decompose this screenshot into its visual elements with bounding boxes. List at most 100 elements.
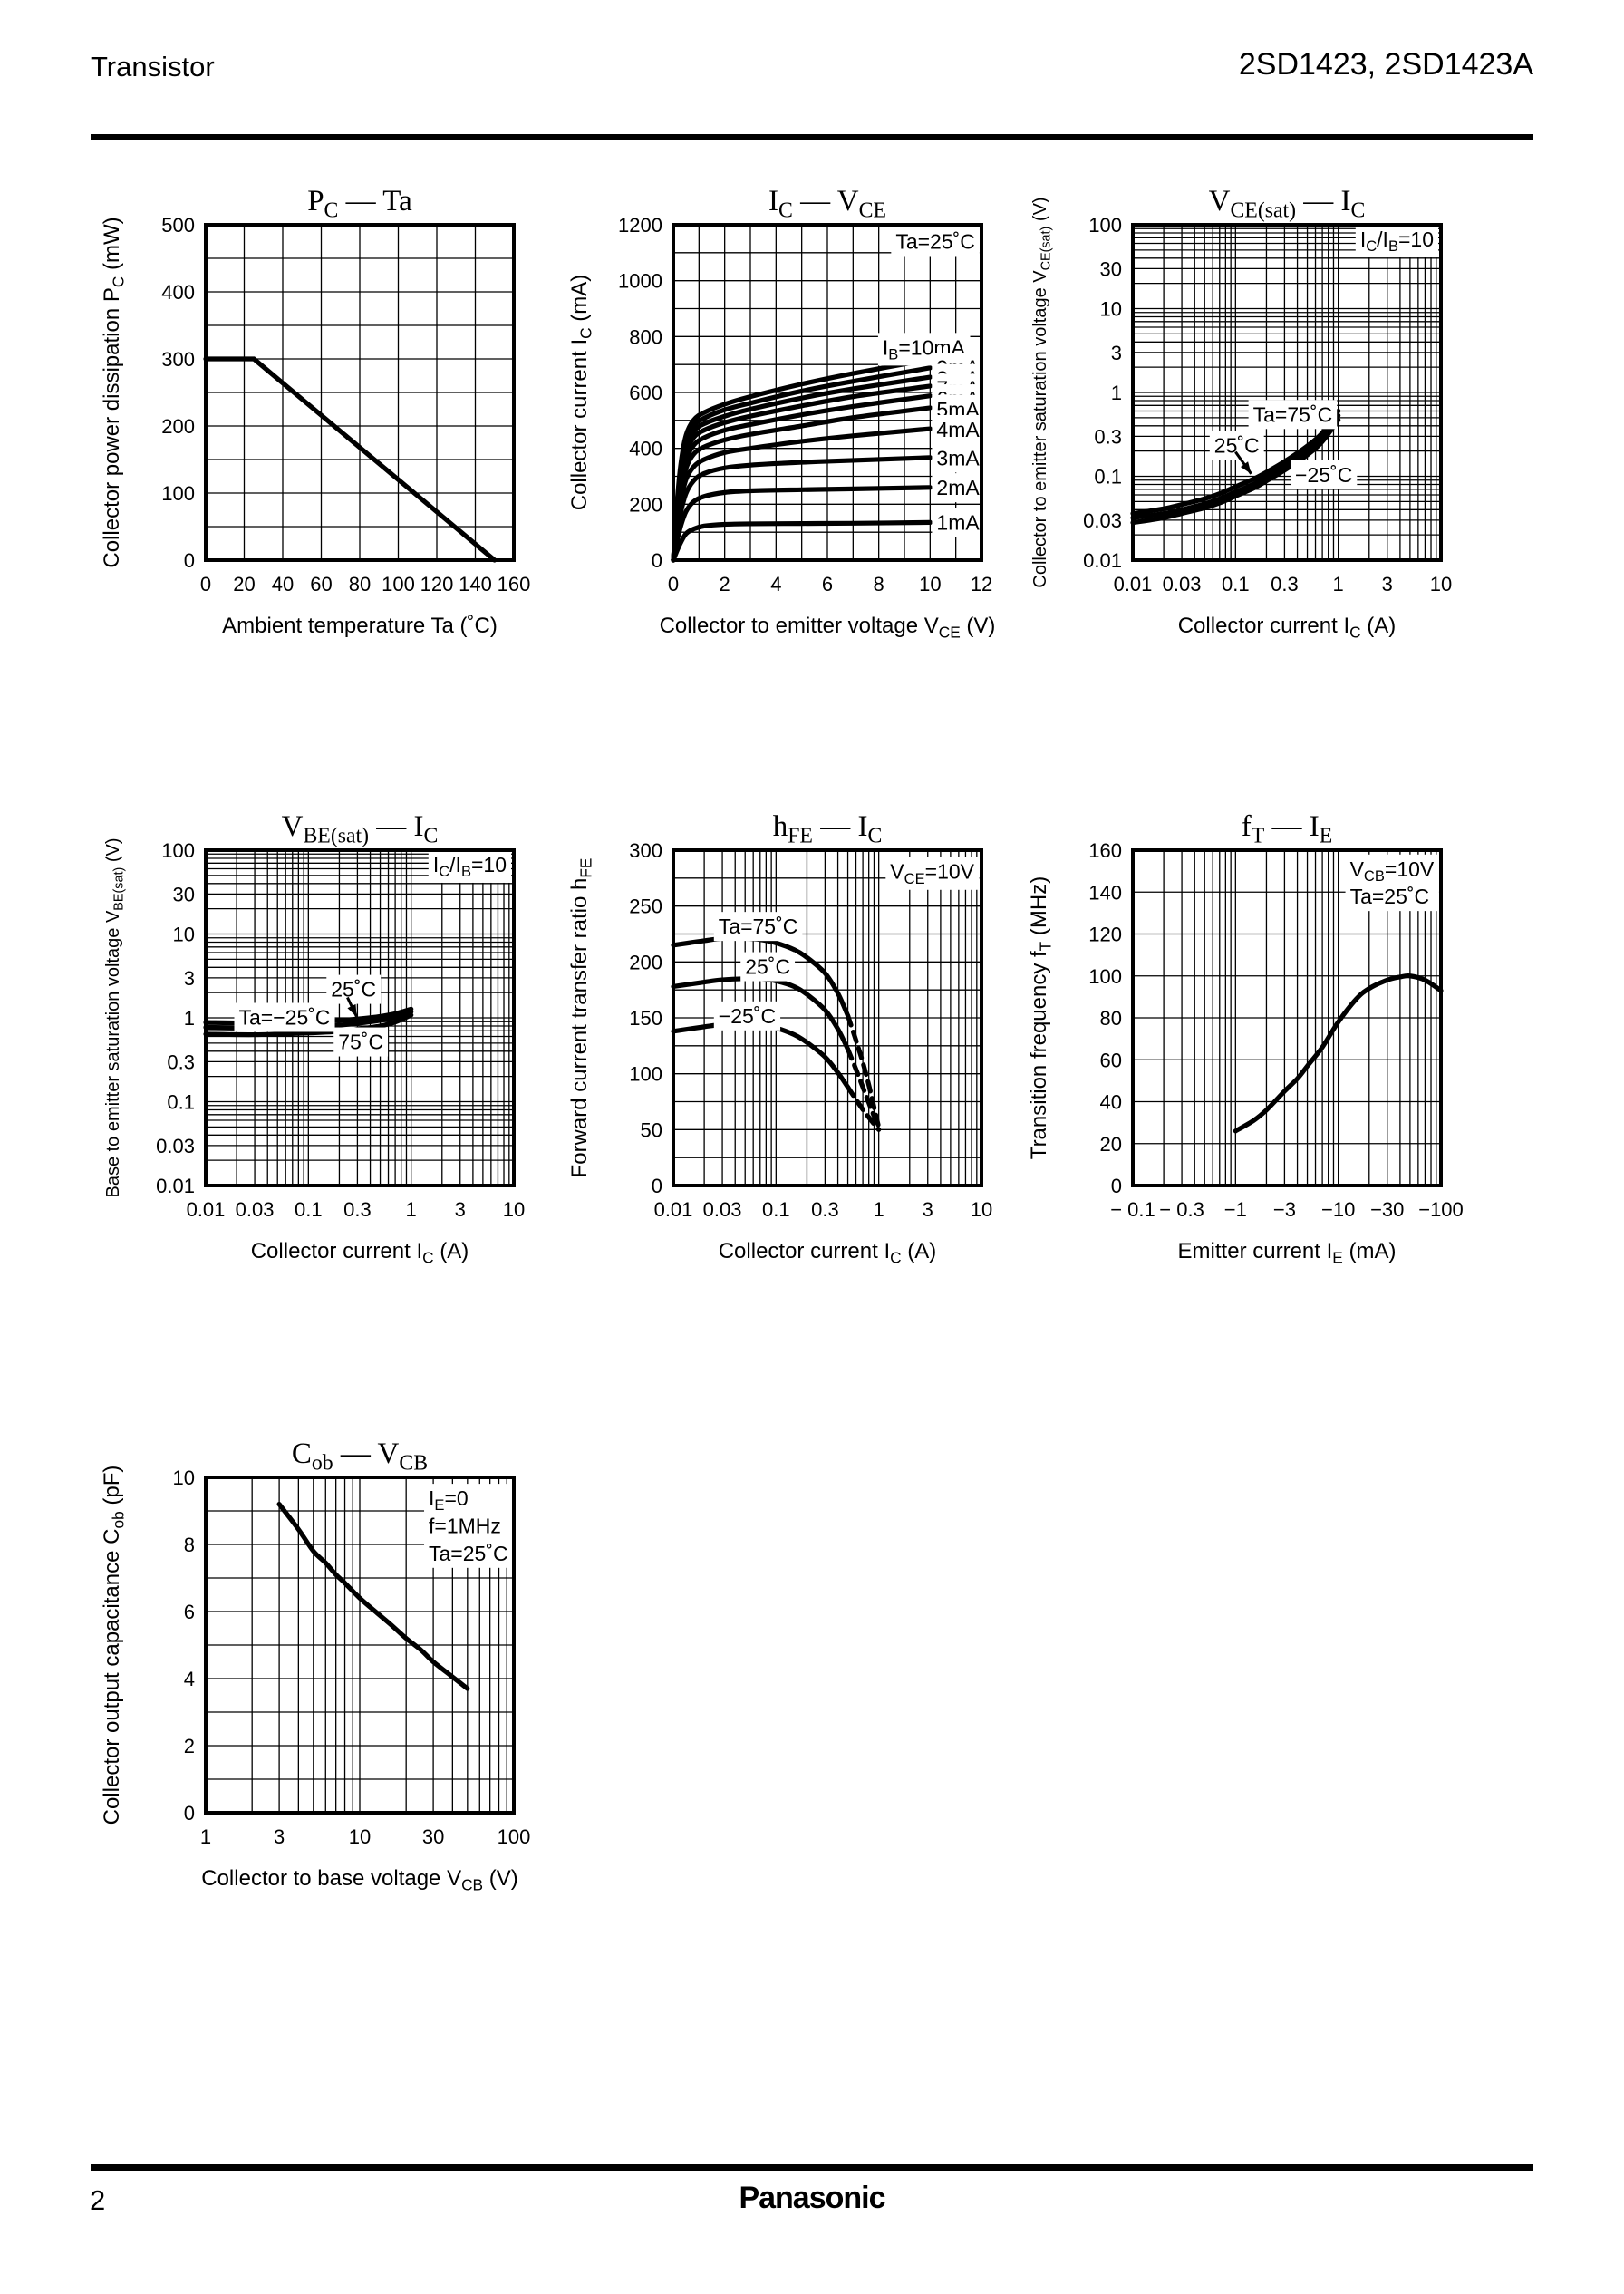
y-axis-title: Collector power dissipation PC (mW) xyxy=(100,217,127,567)
y-tick-label: 3 xyxy=(184,967,195,990)
y-tick-label: 100 xyxy=(629,1063,662,1086)
y-tick-label: 1 xyxy=(1111,382,1122,404)
y-tick-label: 250 xyxy=(629,895,662,918)
part-number-title: 2SD1423, 2SD1423A xyxy=(1238,47,1533,82)
chart-pc-ta: 0 20 40 60 80 100 120 140 1600100200300400500Amb… xyxy=(100,185,531,638)
annotation-text: Ta=75˚C xyxy=(1253,402,1333,426)
annotation-text: Ta=25˚C xyxy=(895,229,975,253)
y-tick-label: 0 xyxy=(652,549,662,572)
y-tick-label: 300 xyxy=(629,839,662,862)
y-tick-label: 300 xyxy=(161,348,195,371)
annotation-bg xyxy=(1290,460,1358,489)
x-tick-label: 0.1 xyxy=(1222,573,1250,595)
y-tick-label: 3 xyxy=(1111,342,1122,364)
y-tick-label: 0.01 xyxy=(1083,549,1122,572)
x-tick-label: 4 xyxy=(770,573,781,595)
y-tick-label: 0.3 xyxy=(1094,425,1122,448)
chart-title: IC — VCE xyxy=(768,185,886,222)
series-Ta-75C xyxy=(845,1012,882,1130)
y-tick-label: 0 xyxy=(184,1802,195,1825)
chart-title-text: VCE(sat) — IC xyxy=(1209,185,1366,222)
x-tick-label: − 0.3 xyxy=(1159,1198,1204,1221)
x-tick-label: 10 xyxy=(503,1198,525,1221)
tick-labels: 0.01 0.03 0.1 0.3 1 3 10 0.01 0.03 0.1 0.3 1 3 10 30 10… xyxy=(156,839,525,1221)
x-axis-label: Collector to base voltage VCB (V) xyxy=(201,1866,518,1893)
annotation-text: 25˚C xyxy=(745,955,790,979)
annotation-bg xyxy=(428,849,512,883)
x-tick-label: 8 xyxy=(874,573,884,595)
chart-annotation: IC/IB=10 xyxy=(1355,224,1439,257)
annotation-text: Ta=25˚C xyxy=(429,1542,508,1565)
y-axis-label: Transition frequency fT (MHz) xyxy=(1027,876,1054,1159)
annotation-text: 2mA xyxy=(936,476,980,499)
y-axis-label: Forward current transfer ratio hFE xyxy=(567,858,594,1178)
x-tick-label: 160 xyxy=(498,573,531,595)
chart-title-text: PC — Ta xyxy=(307,185,412,222)
x-tick-label: 10 xyxy=(919,573,941,595)
annotation-bg xyxy=(891,227,980,257)
x-axis-title: Collector current IC (A) xyxy=(251,1239,469,1266)
chart-title-text: IC — VCE xyxy=(768,185,886,222)
x-axis-label: Collector to emitter voltage VCE (V) xyxy=(660,614,996,641)
x-tick-label: 0.1 xyxy=(762,1198,790,1221)
annotation-text: VCE=10V xyxy=(890,860,974,887)
plot-frame xyxy=(204,223,516,562)
annotation-text: Ta=−25˚C xyxy=(239,1005,331,1029)
x-tick-label: 3 xyxy=(923,1198,933,1221)
y-tick-label: 100 xyxy=(161,482,195,505)
annotation-arrowhead xyxy=(347,1003,357,1017)
footer-rule xyxy=(91,2164,1533,2171)
annotation-text: 3mA xyxy=(936,446,980,469)
x-tick-label: −10 xyxy=(1321,1198,1355,1221)
y-tick-label: 0 xyxy=(1111,1175,1122,1197)
y-tick-label: 6 xyxy=(184,1601,195,1623)
series-IB-3mA xyxy=(671,455,933,563)
tick-labels: 0 2 4 6 8 10 12 0 200 400 600 800 1000 1200 xyxy=(618,214,992,595)
x-tick-label: 100 xyxy=(498,1825,531,1848)
x-tick-label: 0.03 xyxy=(236,1198,275,1221)
annotation-bg xyxy=(932,414,985,444)
chart-annotation: IE=0f=1MHz Ta=25˚C xyxy=(424,1484,513,1568)
chart-annotation: −25˚C xyxy=(1290,460,1358,489)
x-tick-label: 0.03 xyxy=(703,1198,742,1221)
chart-annotation: −25˚C xyxy=(713,1001,781,1031)
plot-frame xyxy=(672,223,983,562)
doc-type-label: Transistor xyxy=(91,51,215,82)
x-tick-label: 3 xyxy=(274,1825,285,1848)
chart-annotation: 25˚C xyxy=(740,952,796,982)
series-Ta-75C xyxy=(1130,408,1341,517)
chart-ic-vce: Ta=25˚CIB=10mA9mA8mA7mA6mA5mA4mA3mA2mA1m… xyxy=(567,185,996,641)
x-tick-label: 120 xyxy=(420,573,454,595)
x-tick-label: 0 xyxy=(200,573,211,595)
annotation-text: IC/IB=10 xyxy=(1360,227,1434,255)
x-axis-title: Collector to emitter voltage VCE (V) xyxy=(660,614,996,641)
x-tick-label: 0.03 xyxy=(1163,573,1202,595)
x-tick-label: 100 xyxy=(382,573,415,595)
y-axis-title: Collector current IC (mA) xyxy=(567,275,594,511)
y-tick-label: 50 xyxy=(641,1118,662,1141)
x-tick-label: 140 xyxy=(459,573,492,595)
y-tick-label: 8 xyxy=(184,1534,195,1556)
y-tick-label: 0 xyxy=(184,549,195,572)
x-tick-label: − 0.1 xyxy=(1110,1198,1155,1221)
y-tick-label: 60 xyxy=(1100,1049,1122,1071)
y-axis-title: Transition frequency fT (MHz) xyxy=(1027,876,1054,1159)
y-tick-label: 0.03 xyxy=(1083,509,1122,532)
y-axis-title: Forward current transfer ratio hFE xyxy=(567,858,594,1178)
y-tick-label: 1000 xyxy=(618,270,662,293)
annotation-text: Ta=25˚C xyxy=(1350,885,1430,908)
y-tick-label: 160 xyxy=(1088,839,1122,862)
x-tick-label: −100 xyxy=(1418,1198,1464,1221)
plot-frame xyxy=(204,1476,516,1815)
annotation-text: IE=0 xyxy=(429,1486,469,1514)
chart-annotation: 75˚C xyxy=(334,1027,389,1057)
x-tick-label: 0.3 xyxy=(343,1198,372,1221)
brand-logo: Panasonic xyxy=(739,2181,885,2215)
y-tick-label: 0.03 xyxy=(156,1135,195,1157)
annotation-text: −25˚C xyxy=(1295,463,1352,487)
tick-labels: − 0.1− 0.3 −1 −3 −10 −30 −100 0 20 40 60 80 100 120 1… xyxy=(1088,839,1464,1221)
series-group xyxy=(1130,408,1341,526)
plot-frame xyxy=(204,848,516,1187)
series-Ta-minus25C xyxy=(1130,417,1341,526)
